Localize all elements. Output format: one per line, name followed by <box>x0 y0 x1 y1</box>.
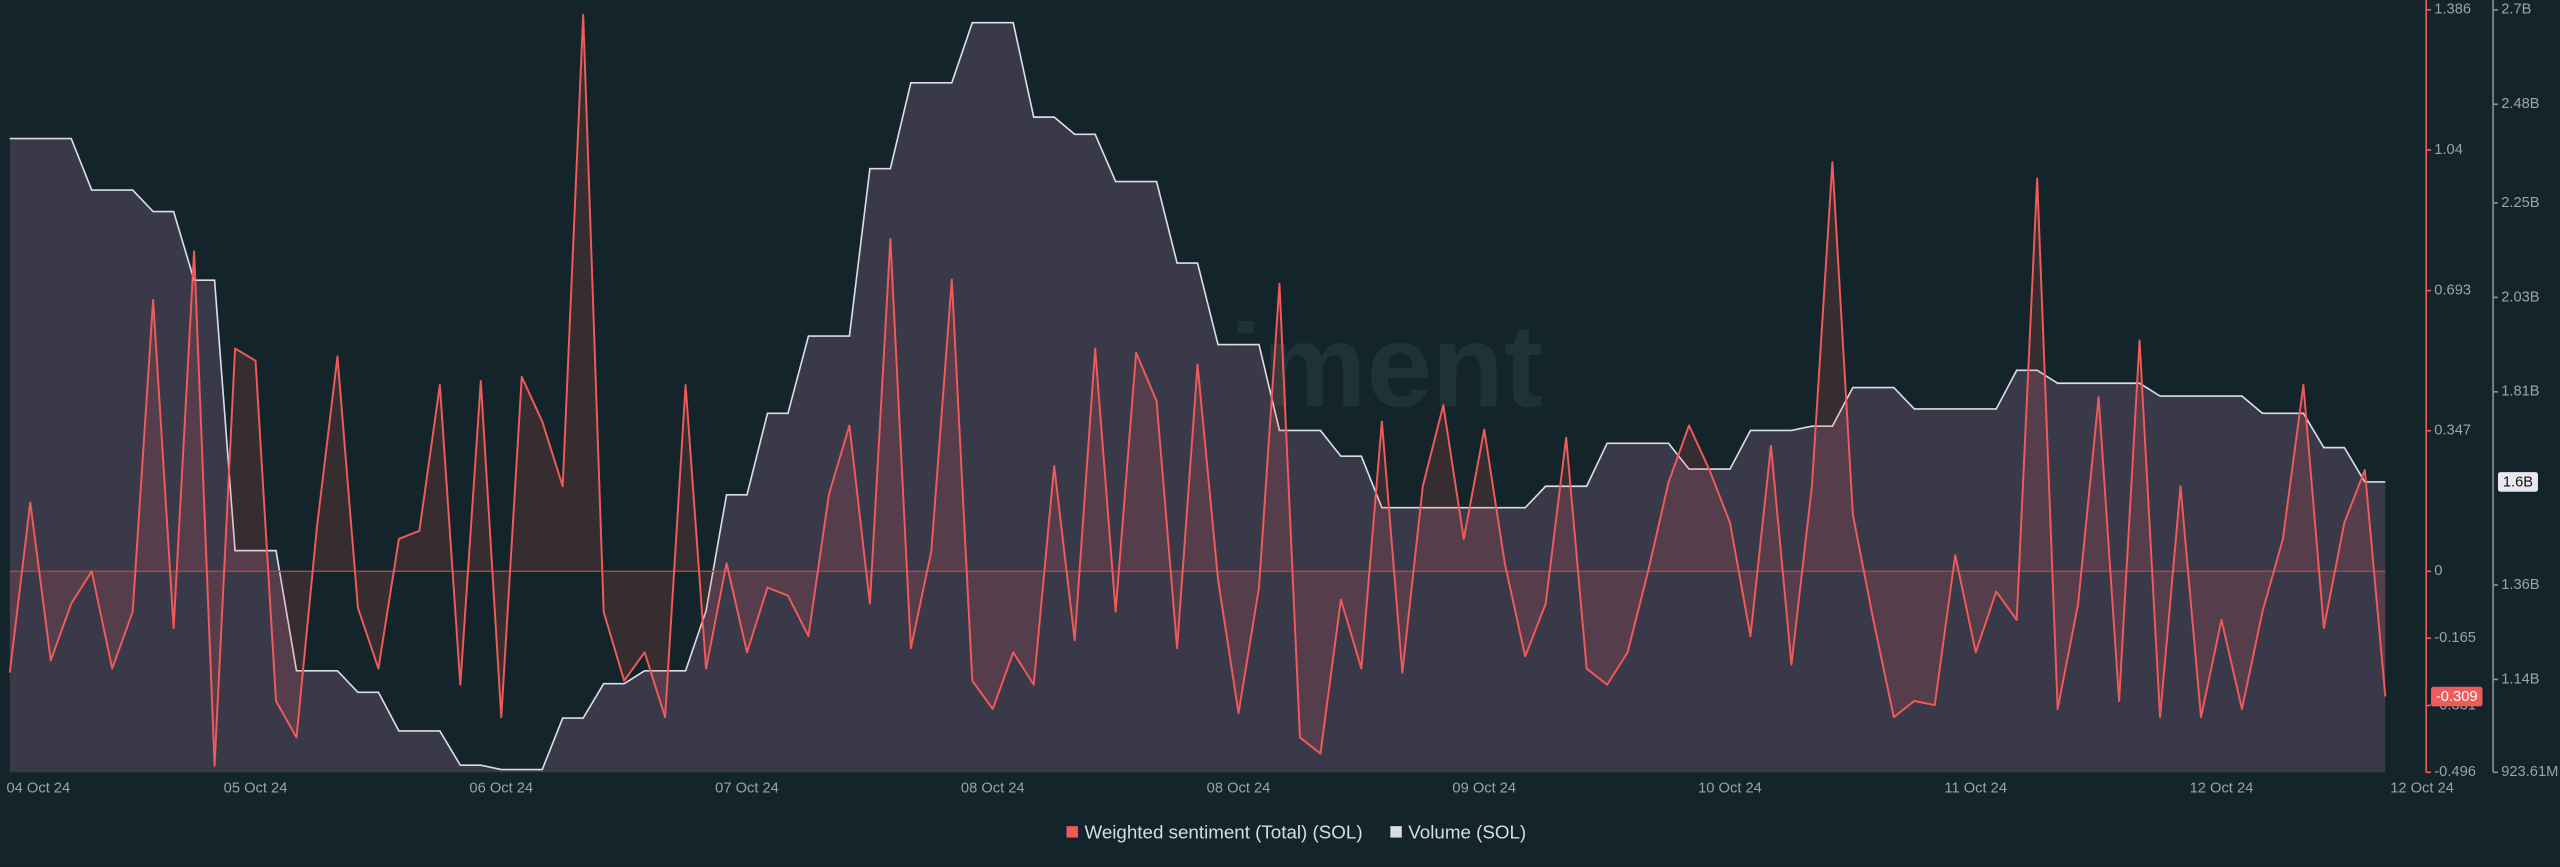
badge-box <box>2497 472 2538 492</box>
y-tick-label: 0.347 <box>2434 423 2471 439</box>
x-tick-label: 12 Oct 24 <box>2190 780 2254 796</box>
y2-tick-label: 1.36B <box>2501 577 2540 593</box>
y2-tick-label: 1.81B <box>2501 384 2540 400</box>
x-tick-label: 11 Oct 24 <box>1944 780 2007 796</box>
x-tick-label: 08 Oct 24 <box>961 780 1025 796</box>
y-tick-label: 1.386 <box>2434 2 2471 18</box>
x-tick-label: 08 Oct 24 <box>1207 780 1271 796</box>
badge-label: 1.6B <box>2503 475 2533 491</box>
volume-line <box>9 21 2386 771</box>
legend-swatch <box>1390 826 1402 838</box>
x-tick-label: 07 Oct 24 <box>715 780 779 796</box>
y2-tick-label: 2.7B <box>2501 2 2531 18</box>
sentiment-area <box>9 14 2386 766</box>
badge-label: -0.309 <box>2436 689 2478 705</box>
y2-tick-label: 2.03B <box>2501 289 2540 305</box>
y-tick-label: 0 <box>2434 563 2442 579</box>
legend-label: Volume (SOL) <box>1408 821 1526 842</box>
x-tick-label: 10 Oct 24 <box>1698 780 1762 796</box>
y2-tick-label: 1.14B <box>2501 671 2540 687</box>
y2-tick-label: 2.48B <box>2501 96 2540 112</box>
x-tick-label: 12 Oct 24 <box>2390 780 2454 796</box>
sentiment-line <box>8 13 2387 767</box>
legend-label: Weighted sentiment (Total) (SOL) <box>1084 821 1362 842</box>
x-tick-label: 05 Oct 24 <box>224 780 288 796</box>
x-tick-label: 04 Oct 24 <box>7 780 71 796</box>
y2-tick-label: 923.61M <box>2501 764 2558 780</box>
current-value-badge: 1.6B <box>2497 472 2538 492</box>
legend: Weighted sentiment (Total) (SOL) Volume (… <box>1066 821 1526 842</box>
y-tick-label: 0.693 <box>2434 282 2471 298</box>
current-value-badge: -0.309 <box>2431 686 2483 707</box>
y-tick-label: 1.04 <box>2434 142 2463 158</box>
x-tick-label: 06 Oct 24 <box>469 780 533 796</box>
x-tick-label: 09 Oct 24 <box>1452 780 1516 796</box>
y-tick-label: -0.496 <box>2434 764 2476 780</box>
badge-box <box>2431 686 2483 707</box>
y2-tick-label: 2.25B <box>2501 195 2540 211</box>
y-tick-label: -0.165 <box>2434 630 2476 646</box>
legend-swatch <box>1066 826 1078 838</box>
volume-area <box>9 22 2386 773</box>
